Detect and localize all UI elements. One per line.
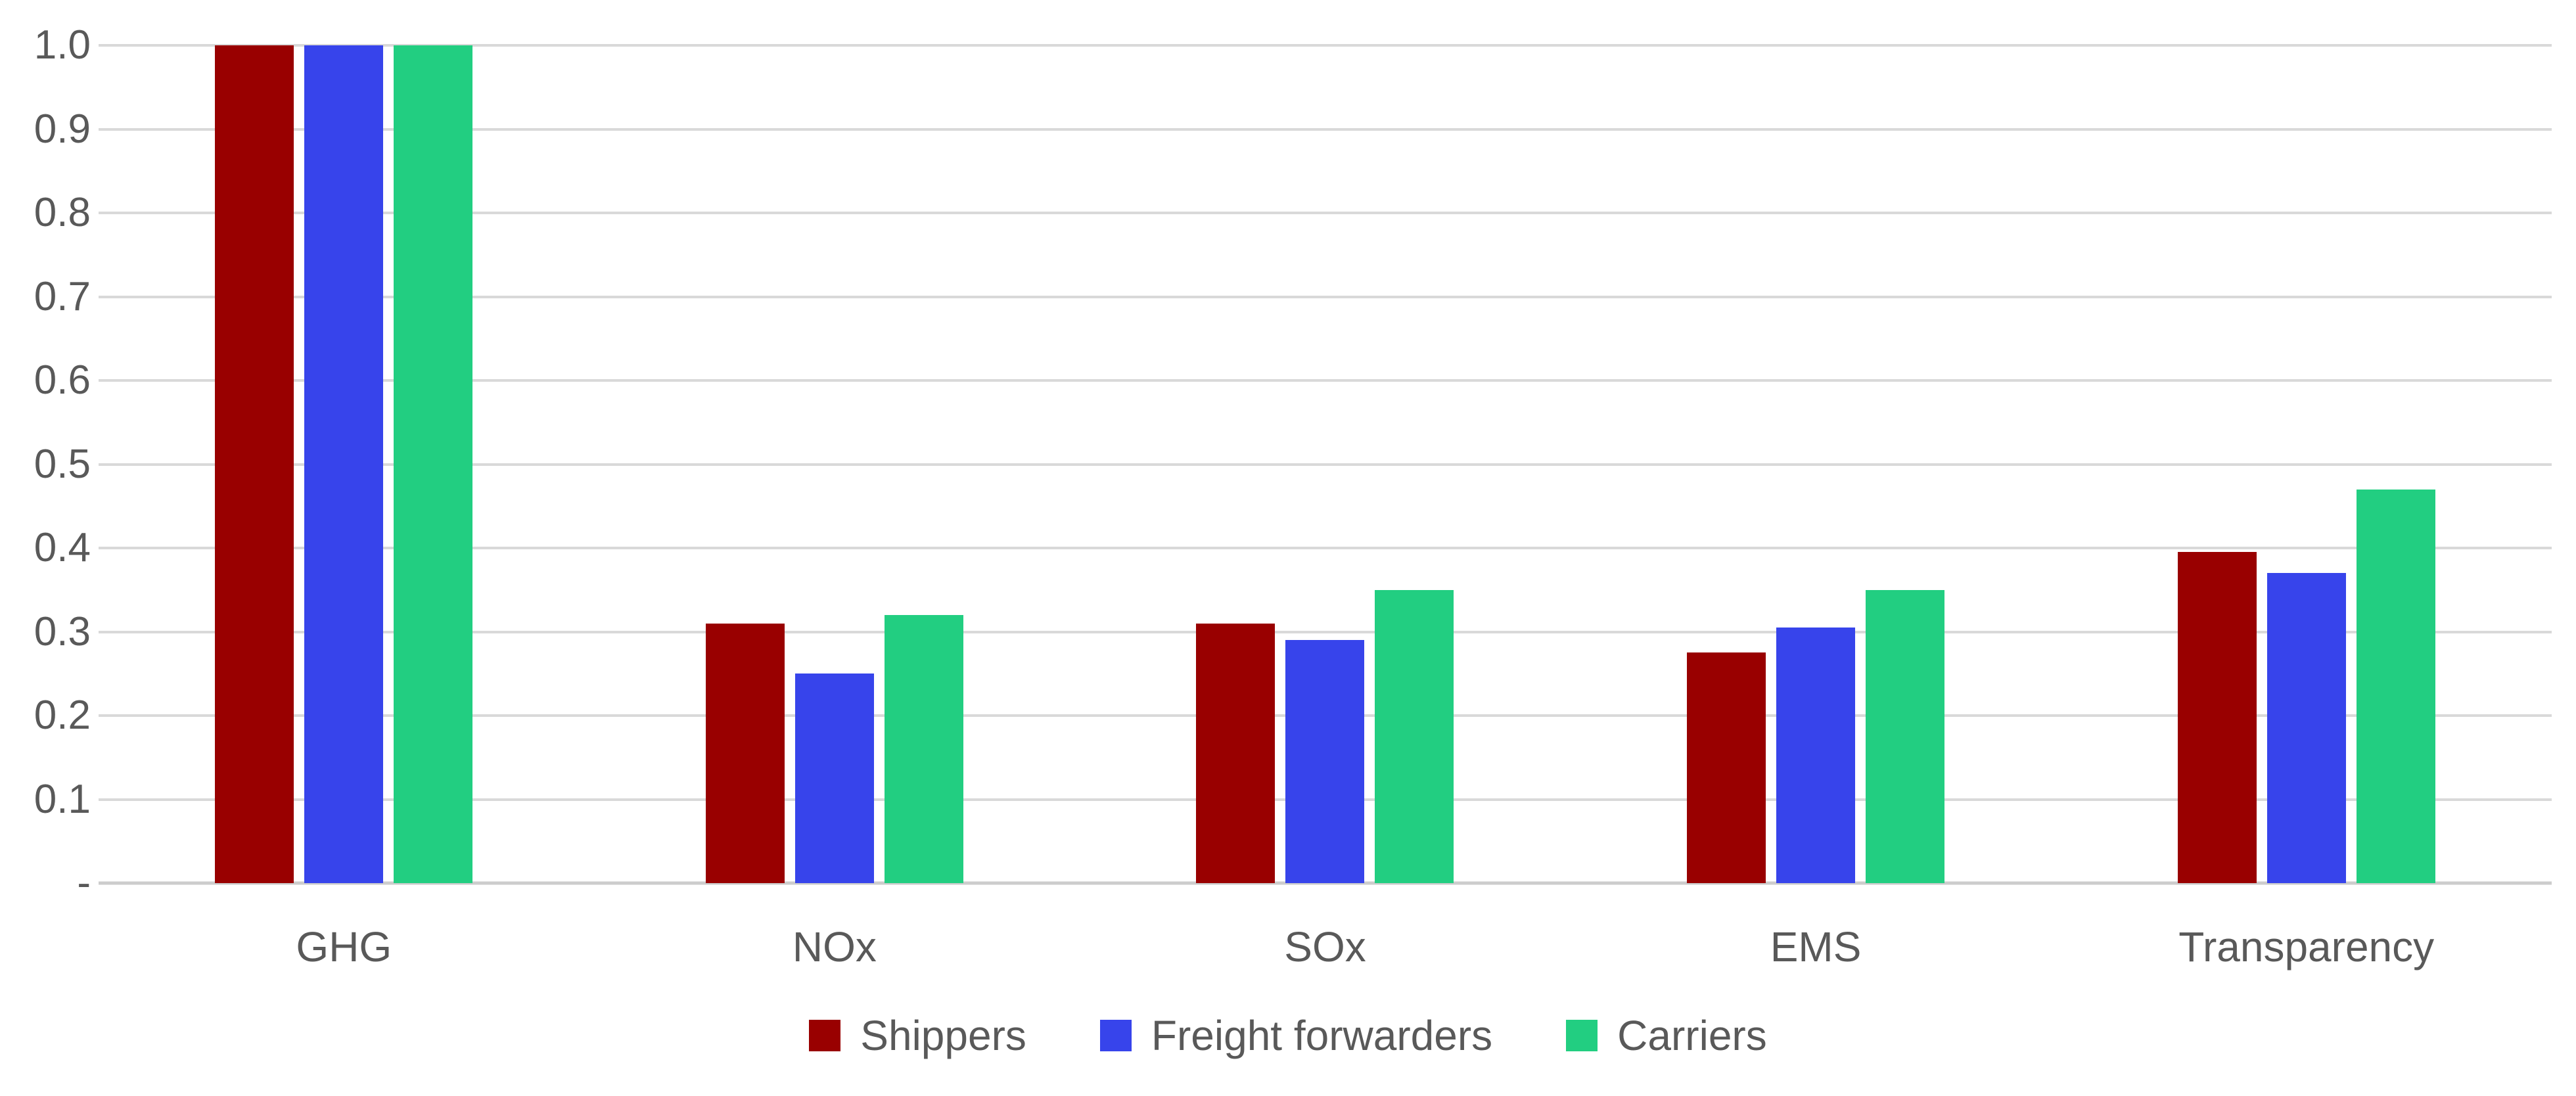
y-tick-label-0-3: 0.3 (34, 608, 91, 654)
bar-shippers-ems (1687, 652, 1766, 883)
legend-label-freight-forwarders: Freight forwarders (1151, 1012, 1493, 1059)
legend-swatch-freight-forwarders (1099, 1020, 1132, 1051)
x-category-label-sox: SOx (1284, 923, 1366, 970)
x-axis: GHG NOx SOx EMS Transparency (99, 924, 2552, 970)
bar-shippers-ghg (215, 45, 294, 883)
x-category-label-ghg: GHG (296, 923, 392, 970)
y-tick-label-0-1: 0.1 (34, 776, 91, 822)
y-tick-label-0-9: 0.9 (34, 106, 91, 152)
x-category-label-transparency: Transparency (2178, 923, 2435, 970)
bar-shippers-transparency (2177, 552, 2257, 883)
gridline (99, 547, 2552, 549)
x-axis-baseline (99, 881, 2552, 885)
legend-item-carriers: Carriers (1566, 1015, 1767, 1057)
gridline (99, 630, 2552, 633)
bar-carriers-sox (1375, 589, 1454, 883)
gridline (99, 379, 2552, 382)
bar-carriers-ems (1866, 589, 1945, 883)
bar-shippers-sox (1196, 623, 1276, 883)
bar-group-nox (589, 45, 1080, 883)
legend-item-shippers: Shippers (809, 1015, 1026, 1057)
gridline (99, 212, 2552, 214)
legend-swatch-carriers (1566, 1020, 1598, 1051)
bar-group-sox (1080, 45, 1571, 883)
x-category-label-nox: NOx (792, 923, 877, 970)
legend-item-freight-forwarders: Freight forwarders (1099, 1012, 1493, 1059)
bar-carriers-nox (884, 615, 963, 883)
x-category-label-ems: EMS (1770, 923, 1862, 970)
bar-group-ghg (99, 45, 589, 883)
bar-group-ems (1571, 45, 2061, 883)
y-tick-label-0-8: 0.8 (34, 190, 91, 235)
y-tick-label-0-2: 0.2 (34, 693, 91, 738)
legend-label-shippers: Shippers (860, 1012, 1026, 1059)
bar-freight-forwarders-sox (1285, 640, 1365, 883)
legend-swatch-shippers (809, 1020, 841, 1051)
gridline (99, 127, 2552, 131)
y-tick-label-1-0: 1.0 (34, 22, 91, 68)
legend-label-carriers: Carriers (1617, 1012, 1767, 1059)
y-tick-label--: - (77, 860, 91, 905)
plot-area (99, 44, 2552, 885)
bar-carriers-transparency (2356, 489, 2435, 883)
bar-freight-forwarders-ghg (304, 45, 384, 883)
bars-layer (99, 45, 2552, 883)
bar-freight-forwarders-ems (1776, 628, 1856, 883)
bar-group-transparency (2061, 45, 2552, 883)
gridline (99, 44, 2552, 47)
bar-freight-forwarders-nox (794, 674, 874, 883)
y-tick-label-0-4: 0.4 (34, 525, 91, 570)
gridline (99, 463, 2552, 466)
y-tick-label-0-5: 0.5 (34, 441, 91, 487)
gridline (99, 295, 2552, 298)
bar-carriers-ghg (394, 45, 473, 883)
bar-shippers-nox (705, 623, 785, 883)
y-tick-label-0-6: 0.6 (34, 357, 91, 403)
bar-freight-forwarders-transparency (2266, 573, 2346, 883)
y-tick-label-0-7: 0.7 (34, 273, 91, 319)
legend: Shippers Freight forwarders Carriers (0, 1015, 2576, 1057)
y-axis: 1.0 0.9 0.8 0.7 0.6 0.5 0.4 0.3 0.2 0.1 - (0, 25, 91, 903)
